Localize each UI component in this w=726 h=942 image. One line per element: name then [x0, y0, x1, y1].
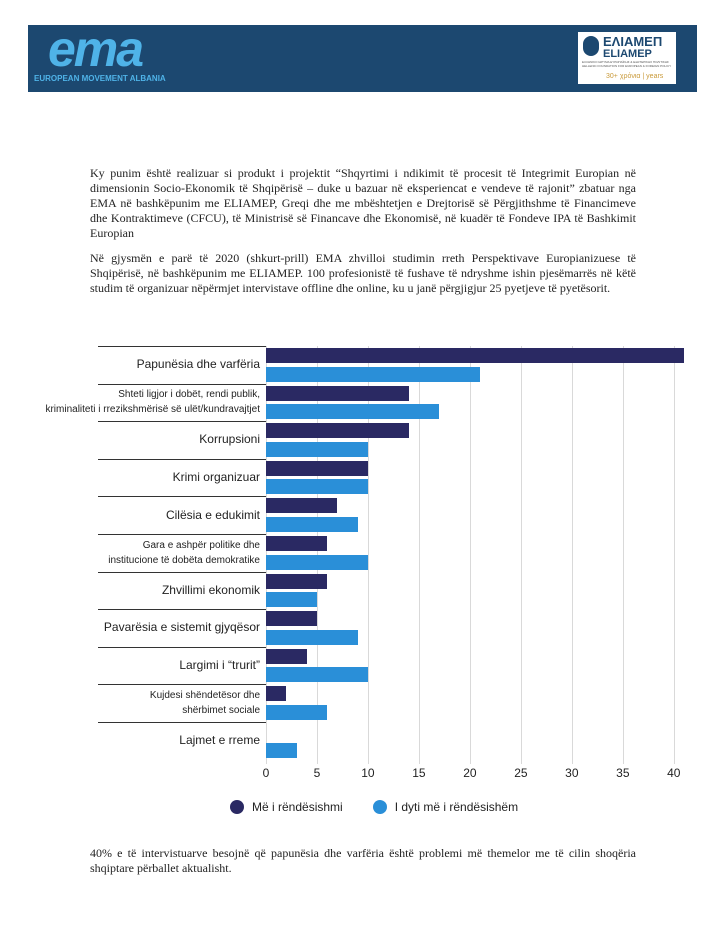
- grid-line: [520, 346, 522, 764]
- bar: [266, 554, 368, 570]
- bar: [266, 592, 317, 608]
- logo-left-subtitle: EUROPEAN MOVEMENT ALBANIA: [34, 74, 166, 83]
- bar: [266, 460, 368, 476]
- legend-label: I dyti më i rëndësishëm: [394, 800, 519, 814]
- paragraph: Në gjysmën e parë të 2020 (shkurt-prill)…: [90, 251, 636, 295]
- paragraph: 40% e të intervistuarve besojnë që papun…: [90, 846, 636, 875]
- category-label: Largimi i “trurit”: [179, 658, 260, 673]
- bar: [266, 404, 440, 420]
- legend-marker: [372, 800, 387, 814]
- category-label: Gara e ashpër politike dhe institucione …: [108, 539, 260, 566]
- bar: [266, 366, 481, 382]
- x-tick-label: 40: [667, 765, 681, 780]
- separator: [98, 421, 266, 423]
- category-label: Papunësia dhe varfëria: [136, 357, 260, 372]
- separator: [98, 722, 266, 723]
- separator: [98, 684, 266, 686]
- grid-line: [469, 346, 471, 764]
- category-label: Cilësia e edukimit: [165, 507, 260, 522]
- x-tick-label: 0: [262, 765, 270, 780]
- separator: [98, 646, 266, 648]
- x-tick-label: 20: [463, 765, 477, 780]
- grid-line: [418, 346, 420, 764]
- bar: [266, 611, 317, 627]
- bar: [266, 423, 409, 439]
- bar: [266, 573, 328, 589]
- separator: [98, 534, 266, 535]
- bar: [266, 536, 328, 551]
- legend-label: Më i rëndësishmi: [252, 800, 343, 814]
- separator: [98, 609, 266, 611]
- grid-line: [571, 346, 573, 764]
- logo-left: ema: [48, 21, 144, 77]
- bar: [266, 441, 368, 457]
- legend-marker: [230, 800, 244, 814]
- category-label: Pavarësia e sistemit gjyqësor: [103, 620, 260, 635]
- chart: 0 5 10 15 20 25 30 35 40 Papunësia dhe varfëria Sh…: [45, 346, 684, 814]
- grid-line: [673, 346, 675, 764]
- separator: [98, 383, 266, 385]
- bar: [266, 704, 328, 720]
- bar: [266, 516, 358, 532]
- bar: [266, 385, 409, 401]
- bar: [266, 348, 684, 363]
- logo-right-icon: [583, 36, 599, 56]
- bar: [266, 498, 338, 514]
- logo-right-years: 30+ χρόνια | years: [606, 73, 664, 80]
- x-tick-label: 35: [616, 765, 630, 780]
- separator: [98, 496, 266, 498]
- bar: [266, 667, 368, 683]
- category-label: Kujdesi shëndetësor dhe shërbimet social…: [149, 690, 260, 717]
- bar: [266, 686, 287, 702]
- bar: [266, 742, 297, 758]
- category-label: Lajmet e rreme: [179, 733, 260, 748]
- bar: [266, 648, 307, 664]
- x-tick-label: 15: [412, 765, 426, 780]
- category-label: Shteti ligjor i dobët, rendi publik, kri…: [45, 389, 260, 416]
- category-label: Krimi organizuar: [172, 470, 260, 485]
- separator: [98, 571, 266, 573]
- x-tick-label: 5: [313, 765, 321, 780]
- grid-line: [367, 346, 369, 764]
- x-tick-label: 30: [565, 765, 579, 780]
- logo-right-greek: ΕΛΙΑΜΕΠ: [603, 34, 663, 49]
- separator: [98, 458, 266, 460]
- x-tick-label: 25: [514, 765, 528, 780]
- logo-right-small: ΕΛΛΗΝΙΚΟ ΙΔΡΥΜΑ ΕΥΡΩΠΑΪΚΗΣ & ΕΞΩΤΕΡΙΚΗΣ …: [582, 60, 672, 68]
- category-label: Korrupsioni: [199, 432, 260, 447]
- category-label: Zhvillimi ekonomik: [161, 582, 260, 597]
- x-tick-label: 10: [361, 765, 375, 780]
- bar: [266, 479, 368, 495]
- separator: [98, 346, 266, 347]
- bar: [266, 629, 358, 645]
- paragraph: Ky punim është realizuar si produkt i pr…: [90, 166, 636, 240]
- grid-line: [622, 346, 624, 764]
- logo-right-latin: ELIAMEP: [603, 48, 652, 60]
